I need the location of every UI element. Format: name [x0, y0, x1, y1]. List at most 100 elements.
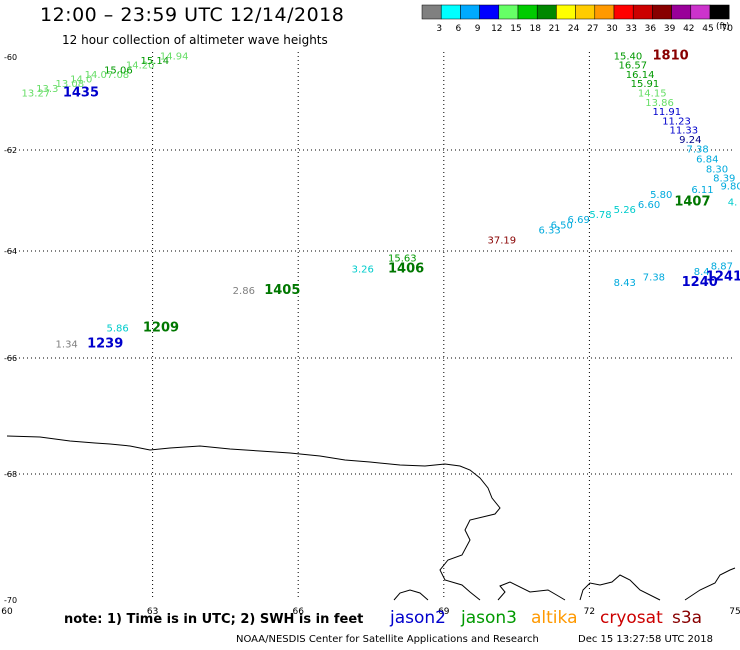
lat-tick-label: -62 [4, 146, 17, 155]
lon-tick-label: 63 [147, 607, 158, 617]
wave-height-label: 11.91 [652, 107, 681, 118]
wave-height-label: 1.34 [56, 339, 78, 350]
wave-height-label: 6.33 [538, 225, 560, 236]
wave-height-label: 13.27 [22, 89, 51, 100]
wave-height-label: 11.33 [669, 126, 698, 137]
satellite-jason3: jason3 [461, 608, 517, 628]
wave-height-label: 6.11 [691, 185, 713, 196]
wave-height-label: 14.07.08 [85, 70, 130, 81]
legend-label: 24 [568, 24, 580, 34]
legend-swatch [421, 4, 442, 20]
wave-height-label: 5.78 [589, 210, 611, 221]
legend-unit: (ft) [716, 22, 730, 32]
legend-swatch [613, 4, 634, 20]
wave-height-label: 4. [728, 198, 738, 209]
legend-label: 27 [587, 24, 598, 34]
wave-height-label: 5.86 [106, 323, 128, 334]
legend-label: 18 [529, 24, 541, 34]
wave-height-label: 16.14 [626, 70, 655, 81]
legend-swatch [440, 4, 461, 20]
wave-height-label: 13.08 [56, 79, 85, 90]
lon-tick-label: 72 [584, 607, 595, 617]
wave-height-label: 6.69 [568, 215, 590, 226]
footer-note: note: 1) Time is in UTC; 2) SWH is in fe… [64, 612, 364, 627]
wave-height-label: 6.84 [696, 155, 718, 166]
lat-tick-label: -66 [4, 354, 17, 363]
wave-height-label: 16.57 [619, 61, 648, 72]
legend-swatch [709, 4, 730, 20]
legend-label: 33 [625, 24, 636, 34]
legend-swatch [690, 4, 711, 20]
legend-label: 21 [549, 24, 560, 34]
legend-label: 30 [606, 24, 618, 34]
pass-time-label: 1810 [652, 48, 688, 63]
wave-height-label: 14.15 [638, 89, 667, 100]
wave-height-label: 3.26 [352, 264, 374, 275]
pass-time-label: 1240 [682, 275, 718, 290]
legend-swatch [479, 4, 500, 20]
satellite-cryosat: cryosat [600, 608, 663, 628]
wave-height-label: 14.0 [70, 75, 92, 86]
legend-label: 3 [436, 24, 442, 34]
map-title: 12:00 – 23:59 UTC 12/14/2018 [40, 4, 345, 26]
wave-height-label: 13.3 [36, 84, 58, 95]
lat-tick-label: -60 [4, 53, 17, 62]
wave-height-label: 5.26 [614, 205, 636, 216]
wave-height-label: 8.39 [713, 173, 735, 184]
pass-time-label: 1406 [388, 261, 424, 276]
wave-height-label: 2.86 [233, 286, 255, 297]
wave-height-label: 8.4 [694, 267, 710, 278]
wave-height-label: 14.20 [126, 61, 155, 72]
wave-height-label: 6.60 [638, 200, 660, 211]
footer-timestamp: Dec 15 13:27:58 UTC 2018 [578, 634, 713, 645]
lon-tick-label: 69 [438, 607, 450, 617]
legend-label: 42 [683, 24, 694, 34]
wave-height-label: 11.23 [662, 116, 691, 127]
pass-time-label: 1241 [706, 269, 740, 284]
legend-label: 15 [510, 24, 521, 34]
satellite-altika: altika [531, 608, 578, 628]
wave-height-label: 8.43 [614, 278, 636, 289]
wave-height-label: 15.14 [140, 56, 169, 67]
legend-swatch [517, 4, 538, 20]
lon-tick-label: 60 [1, 607, 13, 617]
wave-height-label: 15.06 [104, 65, 133, 76]
legend-swatch [594, 4, 615, 20]
wave-height-label: 15.91 [631, 79, 660, 90]
legend-label: 70 [721, 24, 733, 34]
legend-label: 36 [645, 24, 657, 34]
legend-label: 39 [664, 24, 676, 34]
coastline [6, 435, 736, 601]
wave-height-label: 9.80 [720, 181, 740, 192]
lat-tick-label: -68 [4, 470, 17, 479]
wave-height-label: 9.24 [679, 135, 701, 146]
wave-height-label: 7.38 [686, 145, 708, 156]
pass-time-label: 1407 [674, 195, 710, 210]
wave-height-label: 14.94 [160, 51, 189, 62]
legend-label: 12 [491, 24, 502, 34]
pass-time-label: 1239 [87, 336, 123, 351]
wave-height-label: 13.86 [645, 98, 674, 109]
lon-tick-label: 66 [292, 607, 304, 617]
map-subtitle: 12 hour collection of altimeter wave hei… [62, 33, 328, 47]
lon-tick-label: 75 [729, 607, 740, 617]
legend-label: 45 [702, 24, 713, 34]
wave-height-label: 7.38 [643, 272, 665, 283]
wave-height-label: 15.63 [388, 254, 417, 265]
wave-height-label: 8.87 [711, 262, 733, 273]
legend-swatch [671, 4, 692, 20]
legend-swatch [652, 4, 672, 20]
wave-height-label: 37.19 [487, 235, 516, 246]
pass-time-label: 1435 [63, 86, 99, 101]
legend-label: 9 [475, 24, 481, 34]
legend-swatch [460, 4, 480, 20]
wave-height-label: 5.80 [650, 190, 672, 201]
lat-tick-label: -64 [4, 247, 17, 256]
satellite-s3a: s3a [672, 608, 703, 628]
legend-label: 6 [456, 24, 462, 34]
wave-height-label: 8.30 [706, 165, 728, 176]
legend-swatch [536, 4, 557, 20]
lat-tick-label: -70 [4, 596, 17, 605]
legend-swatch [556, 4, 576, 20]
